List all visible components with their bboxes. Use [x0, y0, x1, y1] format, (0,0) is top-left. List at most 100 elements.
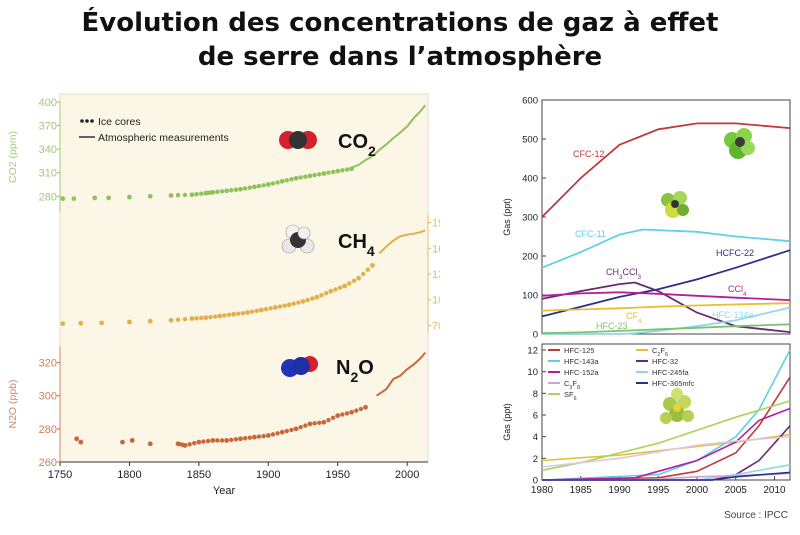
y-tick-label: 6 — [533, 411, 538, 422]
ice-core-point — [298, 425, 303, 430]
panel-ch: 1900160013001000700CH4 (ppb)CH4 — [60, 214, 440, 334]
y-tick-label: 280 — [39, 424, 57, 436]
ice-core-point — [229, 437, 234, 443]
series-line-ccl4 — [541, 291, 791, 301]
ice-core-point — [242, 436, 248, 441]
y-tick-label: 0 — [533, 476, 538, 487]
ice-core-point — [198, 315, 204, 321]
ice-core-point — [284, 428, 290, 434]
sf6-molecule-icon — [660, 388, 694, 424]
ice-core-point — [370, 263, 375, 268]
ice-core-point — [217, 313, 223, 319]
legend-dot — [85, 119, 89, 123]
ice-core-point — [275, 431, 280, 436]
y-tick-label: 320 — [39, 358, 57, 370]
ice-core-point — [291, 301, 296, 306]
ice-core-point — [296, 300, 301, 305]
ice-core-point — [351, 278, 357, 284]
ice-core-point — [312, 172, 317, 178]
x-tick-label: 1990 — [608, 485, 631, 496]
atom — [671, 200, 679, 208]
series-label: CCl4 — [728, 284, 747, 298]
ice-core-point — [333, 287, 338, 292]
ice-core-point — [279, 429, 285, 435]
ice-core-point — [215, 438, 220, 443]
halocarbon-chart-top: 0 100 200 300 400 500 600 Gas (ppt) CFC-12 CFC-11… — [502, 96, 791, 340]
y-axis-label: Gas (ppt) — [502, 403, 512, 441]
ice-core-point — [307, 173, 313, 179]
ice-core-point — [127, 194, 132, 200]
ice-core-point — [210, 438, 216, 443]
ice-core-point — [328, 288, 334, 294]
y-tick-label: 1600 — [432, 243, 440, 255]
ice-core-point — [326, 417, 331, 423]
n2o-molecule-icon — [281, 356, 318, 377]
ice-core-point — [127, 319, 132, 325]
ice-core-point — [321, 171, 327, 176]
series-line-hfc-152a — [541, 407, 791, 481]
legend-label-atmospheric: Atmospheric measurements — [98, 132, 229, 144]
ice-core-point — [344, 167, 350, 172]
ice-core-point — [74, 436, 80, 442]
y-tick-label: 300 — [522, 213, 538, 224]
y-tick-label: 1000 — [432, 295, 440, 307]
ice-core-point — [321, 419, 327, 425]
series-line-hfc-365mfc — [542, 471, 791, 481]
ice-core-point — [303, 174, 308, 179]
y-tick-label: 400 — [39, 97, 57, 109]
x-tick-label: 2000 — [395, 469, 419, 481]
x-tick-label: 1900 — [256, 469, 280, 481]
y-tick-label: 10 — [527, 367, 538, 378]
ice-core-point — [249, 309, 255, 314]
ice-core-point — [277, 304, 283, 309]
y-tick-label: 4 — [533, 432, 538, 443]
ice-core-point — [189, 316, 195, 321]
ice-core-point — [226, 312, 232, 318]
ice-core-point — [354, 408, 359, 413]
ice-core-point — [254, 308, 259, 314]
formula-label: N2O — [336, 357, 374, 385]
y-tick-label: 2 — [533, 454, 538, 465]
series-label: HCFC-22 — [716, 248, 754, 258]
y-tick-label: 280 — [39, 191, 57, 203]
y-tick-label: 1900 — [432, 218, 440, 230]
y-tick-label: 370 — [39, 121, 57, 133]
ice-core-point — [360, 271, 366, 277]
ice-core-point — [344, 411, 350, 416]
atom — [735, 137, 745, 147]
panel-n: 320 300 280 260 N2O (ppb) N2O — [7, 346, 426, 469]
ch4-molecule-icon — [281, 224, 315, 254]
halocarbon-chart-bottom: 0 2 4 6 8 10 12 1980 1985 1990 1995 2000 2005 2010 Gas… — [502, 343, 791, 496]
page-title-line-1: Évolution des concentrations de gaz à ef… — [81, 8, 719, 38]
ice-core-point — [258, 307, 264, 313]
atom — [682, 410, 694, 422]
ice-core-point — [305, 297, 310, 303]
ice-core-point — [279, 178, 285, 184]
ice-core-point — [330, 415, 336, 421]
atom — [669, 406, 685, 422]
y-axis-label: N2O (ppb) — [7, 379, 19, 428]
ice-core-point — [286, 302, 292, 308]
x-tick-label: 1985 — [570, 485, 593, 496]
ice-core-point — [192, 441, 197, 446]
ice-core-point — [289, 177, 294, 182]
y-tick-label: 400 — [522, 174, 538, 185]
measured-series-line — [378, 229, 426, 255]
ice-core-point — [168, 193, 174, 198]
ice-core-point — [92, 195, 98, 201]
ice-core-point — [256, 434, 262, 439]
ice-core-point — [215, 189, 220, 195]
y-tick-label: 8 — [533, 389, 538, 400]
x-tick-label: 2000 — [686, 485, 709, 496]
measured-series-line — [376, 351, 426, 397]
legend-dot — [80, 119, 84, 123]
ice-core-point — [182, 192, 188, 198]
ice-core-point — [201, 439, 206, 444]
y-tick-label: 600 — [522, 96, 538, 107]
ice-core-point — [222, 313, 227, 318]
series-label: CH3CCl3 — [606, 267, 642, 281]
legend-label: HFC-32 — [652, 357, 678, 366]
atom — [671, 388, 683, 400]
ice-core-point — [60, 196, 66, 202]
series-line-sf6-lower — [541, 435, 791, 468]
